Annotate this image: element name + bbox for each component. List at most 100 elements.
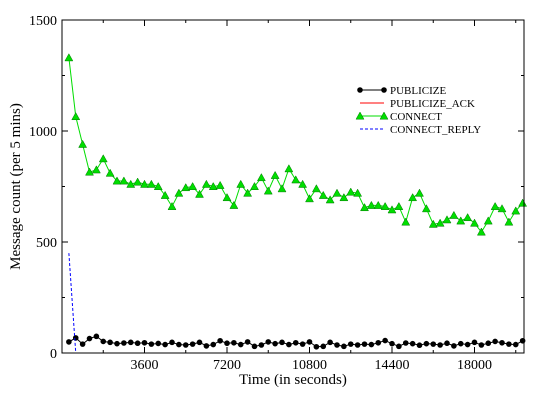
data-point-publicize <box>375 339 382 346</box>
data-point-publicize <box>196 339 203 346</box>
data-point-connect <box>366 200 376 209</box>
x-tick-label: 7200 <box>213 358 241 373</box>
data-point-publicize <box>430 341 437 347</box>
legend-item-connect-reply: CONNECT_REPLY <box>360 124 481 136</box>
data-point-connect <box>78 139 88 148</box>
x-tick-label: 10800 <box>292 358 327 373</box>
data-point-connect <box>167 201 177 210</box>
x-tick-label: 3600 <box>131 358 159 373</box>
data-point-publicize <box>361 341 368 347</box>
data-point-publicize <box>457 340 464 347</box>
data-point-connect <box>373 200 383 209</box>
data-point-publicize <box>292 339 299 346</box>
data-point-publicize <box>210 341 217 348</box>
data-point-publicize <box>114 340 120 347</box>
data-point-connect <box>160 190 170 199</box>
data-point-connect <box>415 188 424 197</box>
data-point-publicize <box>66 339 72 345</box>
data-point-connect <box>339 193 349 202</box>
data-point-publicize <box>231 339 237 346</box>
legend-item-publicize: PUBLICIZE <box>357 85 447 97</box>
data-point-connect <box>215 180 225 189</box>
data-point-connect <box>208 181 218 190</box>
data-point-connect <box>140 179 149 188</box>
data-point-connect <box>298 179 308 188</box>
data-point-publicize <box>189 341 196 347</box>
legend-label: PUBLICIZE_ACK <box>390 98 475 110</box>
data-point-connect <box>408 193 418 202</box>
data-point-publicize <box>313 343 320 350</box>
series-line-connect <box>68 57 523 233</box>
data-point-publicize <box>347 341 354 347</box>
data-point-connect <box>91 165 101 174</box>
y-axis-title: Message count (per 5 mins) <box>8 103 24 270</box>
data-point-connect <box>387 205 397 214</box>
data-point-connect <box>421 204 431 213</box>
data-point-connect <box>346 187 356 196</box>
data-point-connect <box>270 170 280 179</box>
x-axis-title: Time (in seconds) <box>239 372 347 388</box>
data-point-publicize <box>389 340 395 347</box>
data-point-publicize <box>492 338 498 345</box>
data-point-publicize <box>86 335 93 342</box>
data-point-publicize <box>499 339 505 346</box>
data-point-connect <box>126 179 136 188</box>
data-point-publicize <box>409 340 416 347</box>
data-point-connect <box>133 177 143 186</box>
legend-label: PUBLICIZE <box>390 85 447 97</box>
data-point-publicize <box>72 335 79 341</box>
data-point-publicize <box>334 342 340 348</box>
data-point-connect <box>195 189 204 198</box>
data-point-publicize <box>203 343 210 349</box>
data-point-publicize <box>141 339 148 346</box>
data-point-publicize <box>244 339 251 345</box>
data-point-publicize <box>382 337 388 344</box>
data-point-publicize <box>107 339 113 346</box>
data-point-connect <box>394 201 404 210</box>
data-point-publicize <box>396 343 402 350</box>
data-point-connect <box>311 184 321 193</box>
data-point-publicize <box>176 341 182 348</box>
y-tick-label: 500 <box>36 236 57 251</box>
data-point-connect <box>71 112 81 121</box>
data-point-publicize <box>478 342 485 348</box>
data-point-publicize <box>437 342 443 348</box>
legend-marker <box>355 111 365 120</box>
data-point-publicize <box>169 339 175 346</box>
data-point-publicize <box>464 341 471 348</box>
data-point-publicize <box>444 340 450 347</box>
legend-marker <box>357 87 363 93</box>
data-point-connect <box>85 167 94 176</box>
data-point-publicize <box>320 343 327 350</box>
legend-marker <box>381 87 387 93</box>
data-point-connect <box>236 179 246 188</box>
data-point-connect <box>263 186 273 195</box>
data-point-connect <box>360 203 369 212</box>
data-point-connect <box>490 201 500 210</box>
x-tick-label: 14400 <box>375 358 410 373</box>
data-point-connect <box>256 173 266 182</box>
data-point-publicize <box>306 339 313 345</box>
data-point-connect <box>518 198 528 207</box>
data-point-connect <box>222 193 232 202</box>
y-tick-label: 0 <box>50 347 57 362</box>
data-point-connect <box>112 176 122 185</box>
data-point-connect <box>291 175 301 184</box>
data-point-publicize <box>272 340 278 347</box>
data-point-connect <box>456 216 466 225</box>
data-point-connect <box>353 188 363 197</box>
data-point-publicize <box>506 341 512 347</box>
legend-marker <box>379 111 389 120</box>
data-point-connect <box>442 215 452 224</box>
data-point-publicize <box>155 340 162 347</box>
data-point-connect <box>105 168 115 177</box>
y-tick-label: 1000 <box>29 125 57 140</box>
data-point-connect <box>332 188 342 197</box>
axis-layer: 3600 7200 10800 14400 18000 0 500 1000 1500 <box>29 14 524 373</box>
data-point-publicize <box>217 337 223 344</box>
data-point-connect <box>476 227 486 236</box>
data-point-publicize <box>402 340 409 346</box>
data-point-connect <box>325 195 335 204</box>
data-point-connect <box>284 164 294 173</box>
